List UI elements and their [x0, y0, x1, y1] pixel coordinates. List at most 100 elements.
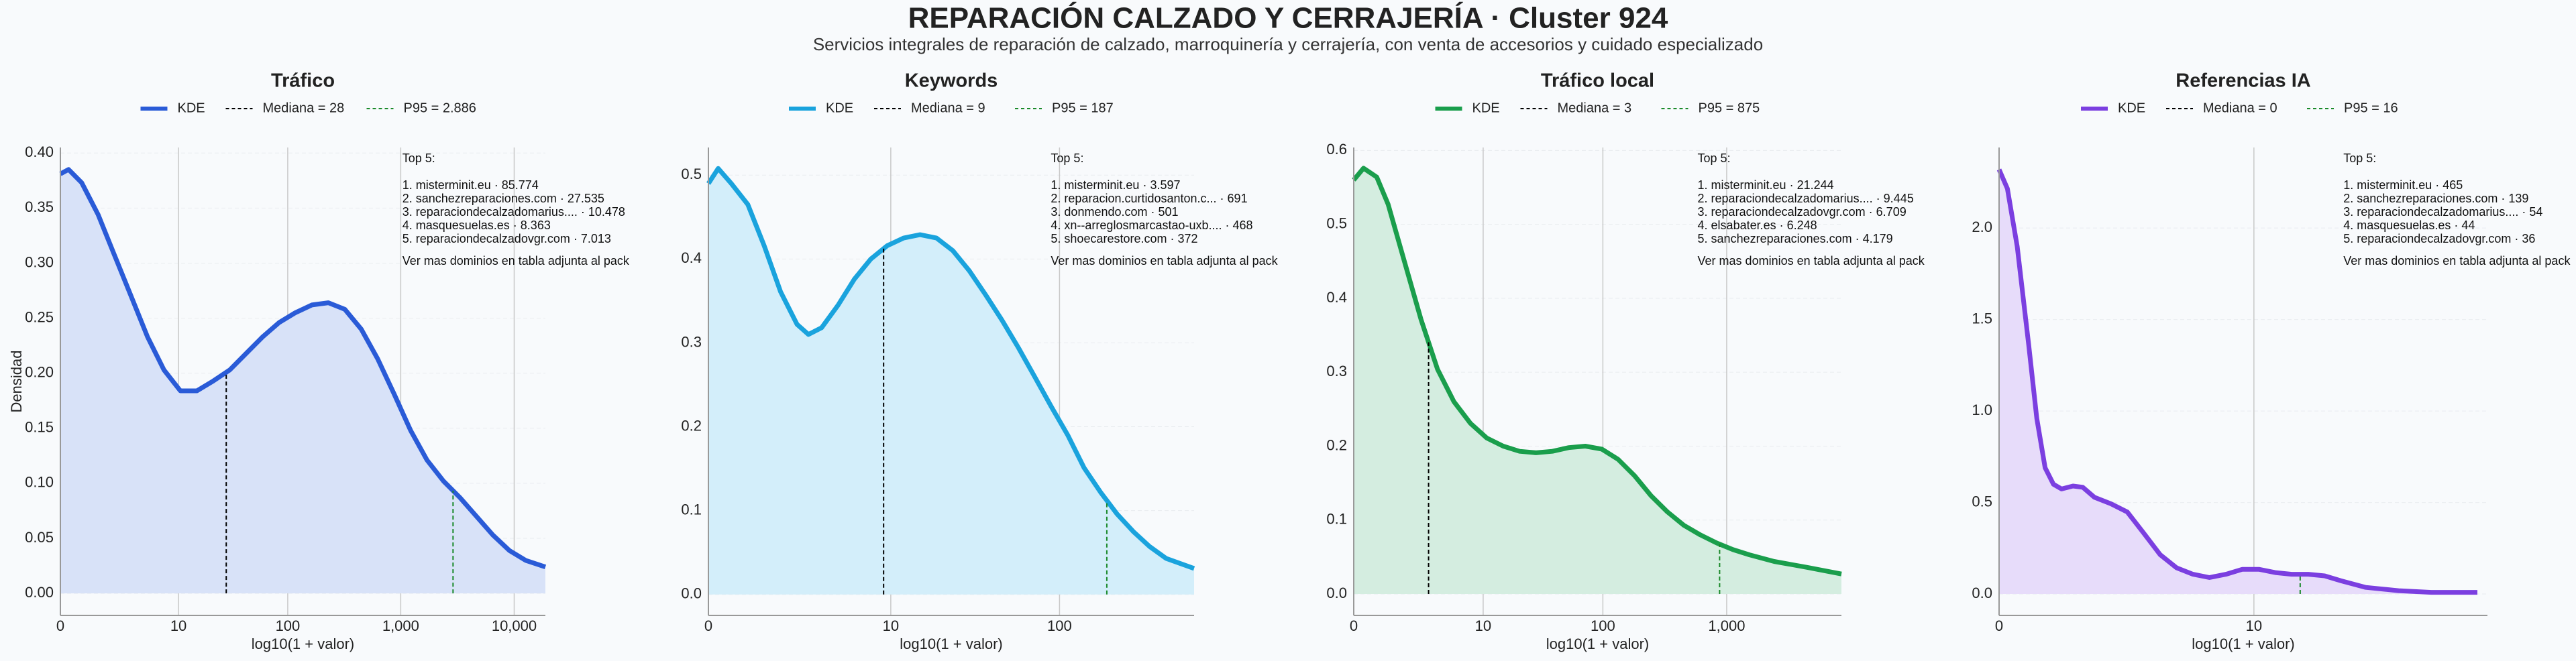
y-tick-label: 0.2	[681, 417, 702, 434]
y-tick-label: 0.5	[1972, 493, 1992, 509]
y-tick-label: 0.5	[1326, 215, 1347, 231]
kde-line	[1996, 168, 2477, 595]
kde-area	[60, 169, 545, 594]
y-tick-label: 0.25	[25, 308, 54, 325]
top5-note: Ver mas dominios en tabla adjunta al pac…	[2343, 254, 2571, 267]
y-tick-label: 0.3	[1326, 363, 1347, 379]
legend-label: Mediana = 28	[263, 101, 345, 115]
x-tick-label: 1,000	[1708, 617, 1745, 634]
x-tick-label: 100	[1591, 617, 1615, 634]
page-title: REPARACIÓN CALZADO Y CERRAJERÍA · Cluste…	[908, 1, 1668, 35]
y-tick-label: 0.10	[25, 474, 54, 491]
top5-item: 4. masquesuelas.es · 44	[2343, 219, 2475, 232]
x-tick-label: 10	[1475, 617, 1491, 634]
top5-note: Ver mas dominios en tabla adjunta al pac…	[402, 254, 630, 267]
legend-label: P95 = 187	[1052, 101, 1114, 115]
top5-item: 5. reparaciondecalzadovgr.com · 7.013	[402, 232, 611, 245]
kde-line	[706, 166, 1195, 571]
y-tick-label: 0.20	[25, 363, 54, 380]
top5-item: 2. reparaciondecalzadomarius.... · 9.445	[1698, 192, 1914, 205]
top5-item: 1. misterminit.eu · 465	[2343, 178, 2463, 192]
x-tick-label: 0	[56, 617, 64, 634]
y-tick-label: 0.05	[25, 529, 54, 546]
top5-item: 1. misterminit.eu · 3.597	[1051, 178, 1180, 192]
kde-line	[1352, 166, 1842, 577]
top5-heading: Top 5:	[1698, 152, 1731, 165]
top5-item: 3. reparaciondecalzadomarius.... · 10.47…	[402, 205, 625, 219]
y-tick-label: 0.15	[25, 419, 54, 436]
y-tick-label: 0.0	[1972, 585, 1992, 601]
x-tick-label: 0	[1350, 617, 1358, 634]
panel-title: Tráfico local	[1541, 70, 1654, 92]
legend-label: KDE	[826, 101, 853, 115]
page-subtitle: Servicios integrales de reparación de ca…	[813, 34, 1763, 54]
top5-item: 5. shoecarestore.com · 372	[1051, 232, 1197, 245]
y-axis-label: Densidad	[8, 351, 25, 413]
top5-item: 1. misterminit.eu · 85.774	[402, 178, 539, 192]
top5-heading: Top 5:	[2343, 152, 2376, 165]
y-tick-label: 0.1	[1326, 511, 1347, 528]
y-tick-label: 0.30	[25, 253, 54, 270]
y-tick-label: 0.4	[1326, 289, 1347, 306]
y-tick-label: 0.35	[25, 198, 54, 215]
x-tick-label: 100	[276, 617, 301, 634]
legend-label: P95 = 875	[1699, 101, 1760, 115]
top5-item: 5. reparaciondecalzadovgr.com · 36	[2343, 232, 2535, 245]
y-tick-label: 0.2	[1326, 436, 1347, 453]
kde-line	[59, 167, 547, 570]
top5-heading: Top 5:	[1051, 152, 1083, 165]
x-axis-label: log10(1 + valor)	[252, 636, 354, 652]
top5-item: 5. sanchezreparaciones.com · 4.179	[1698, 232, 1893, 245]
x-axis-label: log10(1 + valor)	[900, 636, 1002, 652]
panel-title: Tráfico	[271, 70, 335, 92]
kde-area	[1999, 169, 2478, 595]
y-tick-label: 0.1	[681, 501, 702, 518]
top5-item: 2. reparacion.curtidosanton.c... · 691	[1051, 192, 1247, 205]
panel-title: Keywords	[905, 70, 998, 92]
y-tick-label: 1.0	[1972, 402, 1992, 418]
x-tick-label: 1,000	[382, 617, 419, 634]
x-tick-label: 10	[170, 617, 186, 634]
y-tick-label: 0.0	[681, 585, 702, 602]
top5-item: 3. donmendo.com · 501	[1051, 205, 1178, 219]
panel-title: Referencias IA	[2176, 70, 2311, 92]
y-tick-label: 0.6	[1326, 141, 1347, 158]
top5-note: Ver mas dominios en tabla adjunta al pac…	[1051, 254, 1278, 267]
x-axis-label: log10(1 + valor)	[2192, 636, 2294, 652]
kde-area	[708, 168, 1194, 595]
legend-label: Mediana = 9	[911, 101, 985, 115]
y-tick-label: 0.5	[681, 166, 702, 182]
top5-item: 3. reparaciondecalzadovgr.com · 6.709	[1698, 205, 1907, 219]
y-tick-label: 1.5	[1972, 310, 1992, 326]
top5-heading: Top 5:	[402, 152, 435, 165]
x-axis-label: log10(1 + valor)	[1546, 636, 1649, 652]
y-tick-label: 0.00	[25, 584, 54, 601]
top5-item: 4. elsabater.es · 6.248	[1698, 219, 1817, 232]
legend-label: KDE	[178, 101, 205, 115]
top5-item: 1. misterminit.eu · 21.244	[1698, 178, 1834, 192]
x-tick-label: 0	[1995, 617, 2003, 634]
legend-label: KDE	[1472, 101, 1500, 115]
top5-note: Ver mas dominios en tabla adjunta al pac…	[1698, 254, 1925, 267]
top5-item: 3. reparaciondecalzadomarius.... · 54	[2343, 205, 2542, 219]
y-tick-label: 2.0	[1972, 219, 1992, 235]
y-tick-label: 0.4	[681, 249, 702, 266]
kde-area	[1354, 168, 1841, 595]
top5-item: 4. masquesuelas.es · 8.363	[402, 219, 551, 232]
y-tick-label: 0.0	[1326, 585, 1347, 601]
x-tick-label: 10,000	[492, 617, 537, 634]
legend-label: KDE	[2118, 101, 2145, 115]
x-tick-label: 100	[1047, 617, 1072, 634]
legend-label: P95 = 16	[2344, 101, 2398, 115]
legend-label: P95 = 2.886	[404, 101, 476, 115]
y-tick-label: 0.40	[25, 143, 54, 160]
top5-item: 2. sanchezreparaciones.com · 27.535	[402, 192, 604, 205]
x-tick-label: 10	[2246, 617, 2262, 634]
legend-label: Mediana = 0	[2203, 101, 2277, 115]
x-tick-label: 0	[704, 617, 712, 634]
x-tick-label: 10	[883, 617, 899, 634]
top5-item: 4. xn--arreglosmarcastao-uxb.... · 468	[1051, 219, 1252, 232]
legend-label: Mediana = 3	[1558, 101, 1632, 115]
top5-item: 2. sanchezreparaciones.com · 139	[2343, 192, 2528, 205]
